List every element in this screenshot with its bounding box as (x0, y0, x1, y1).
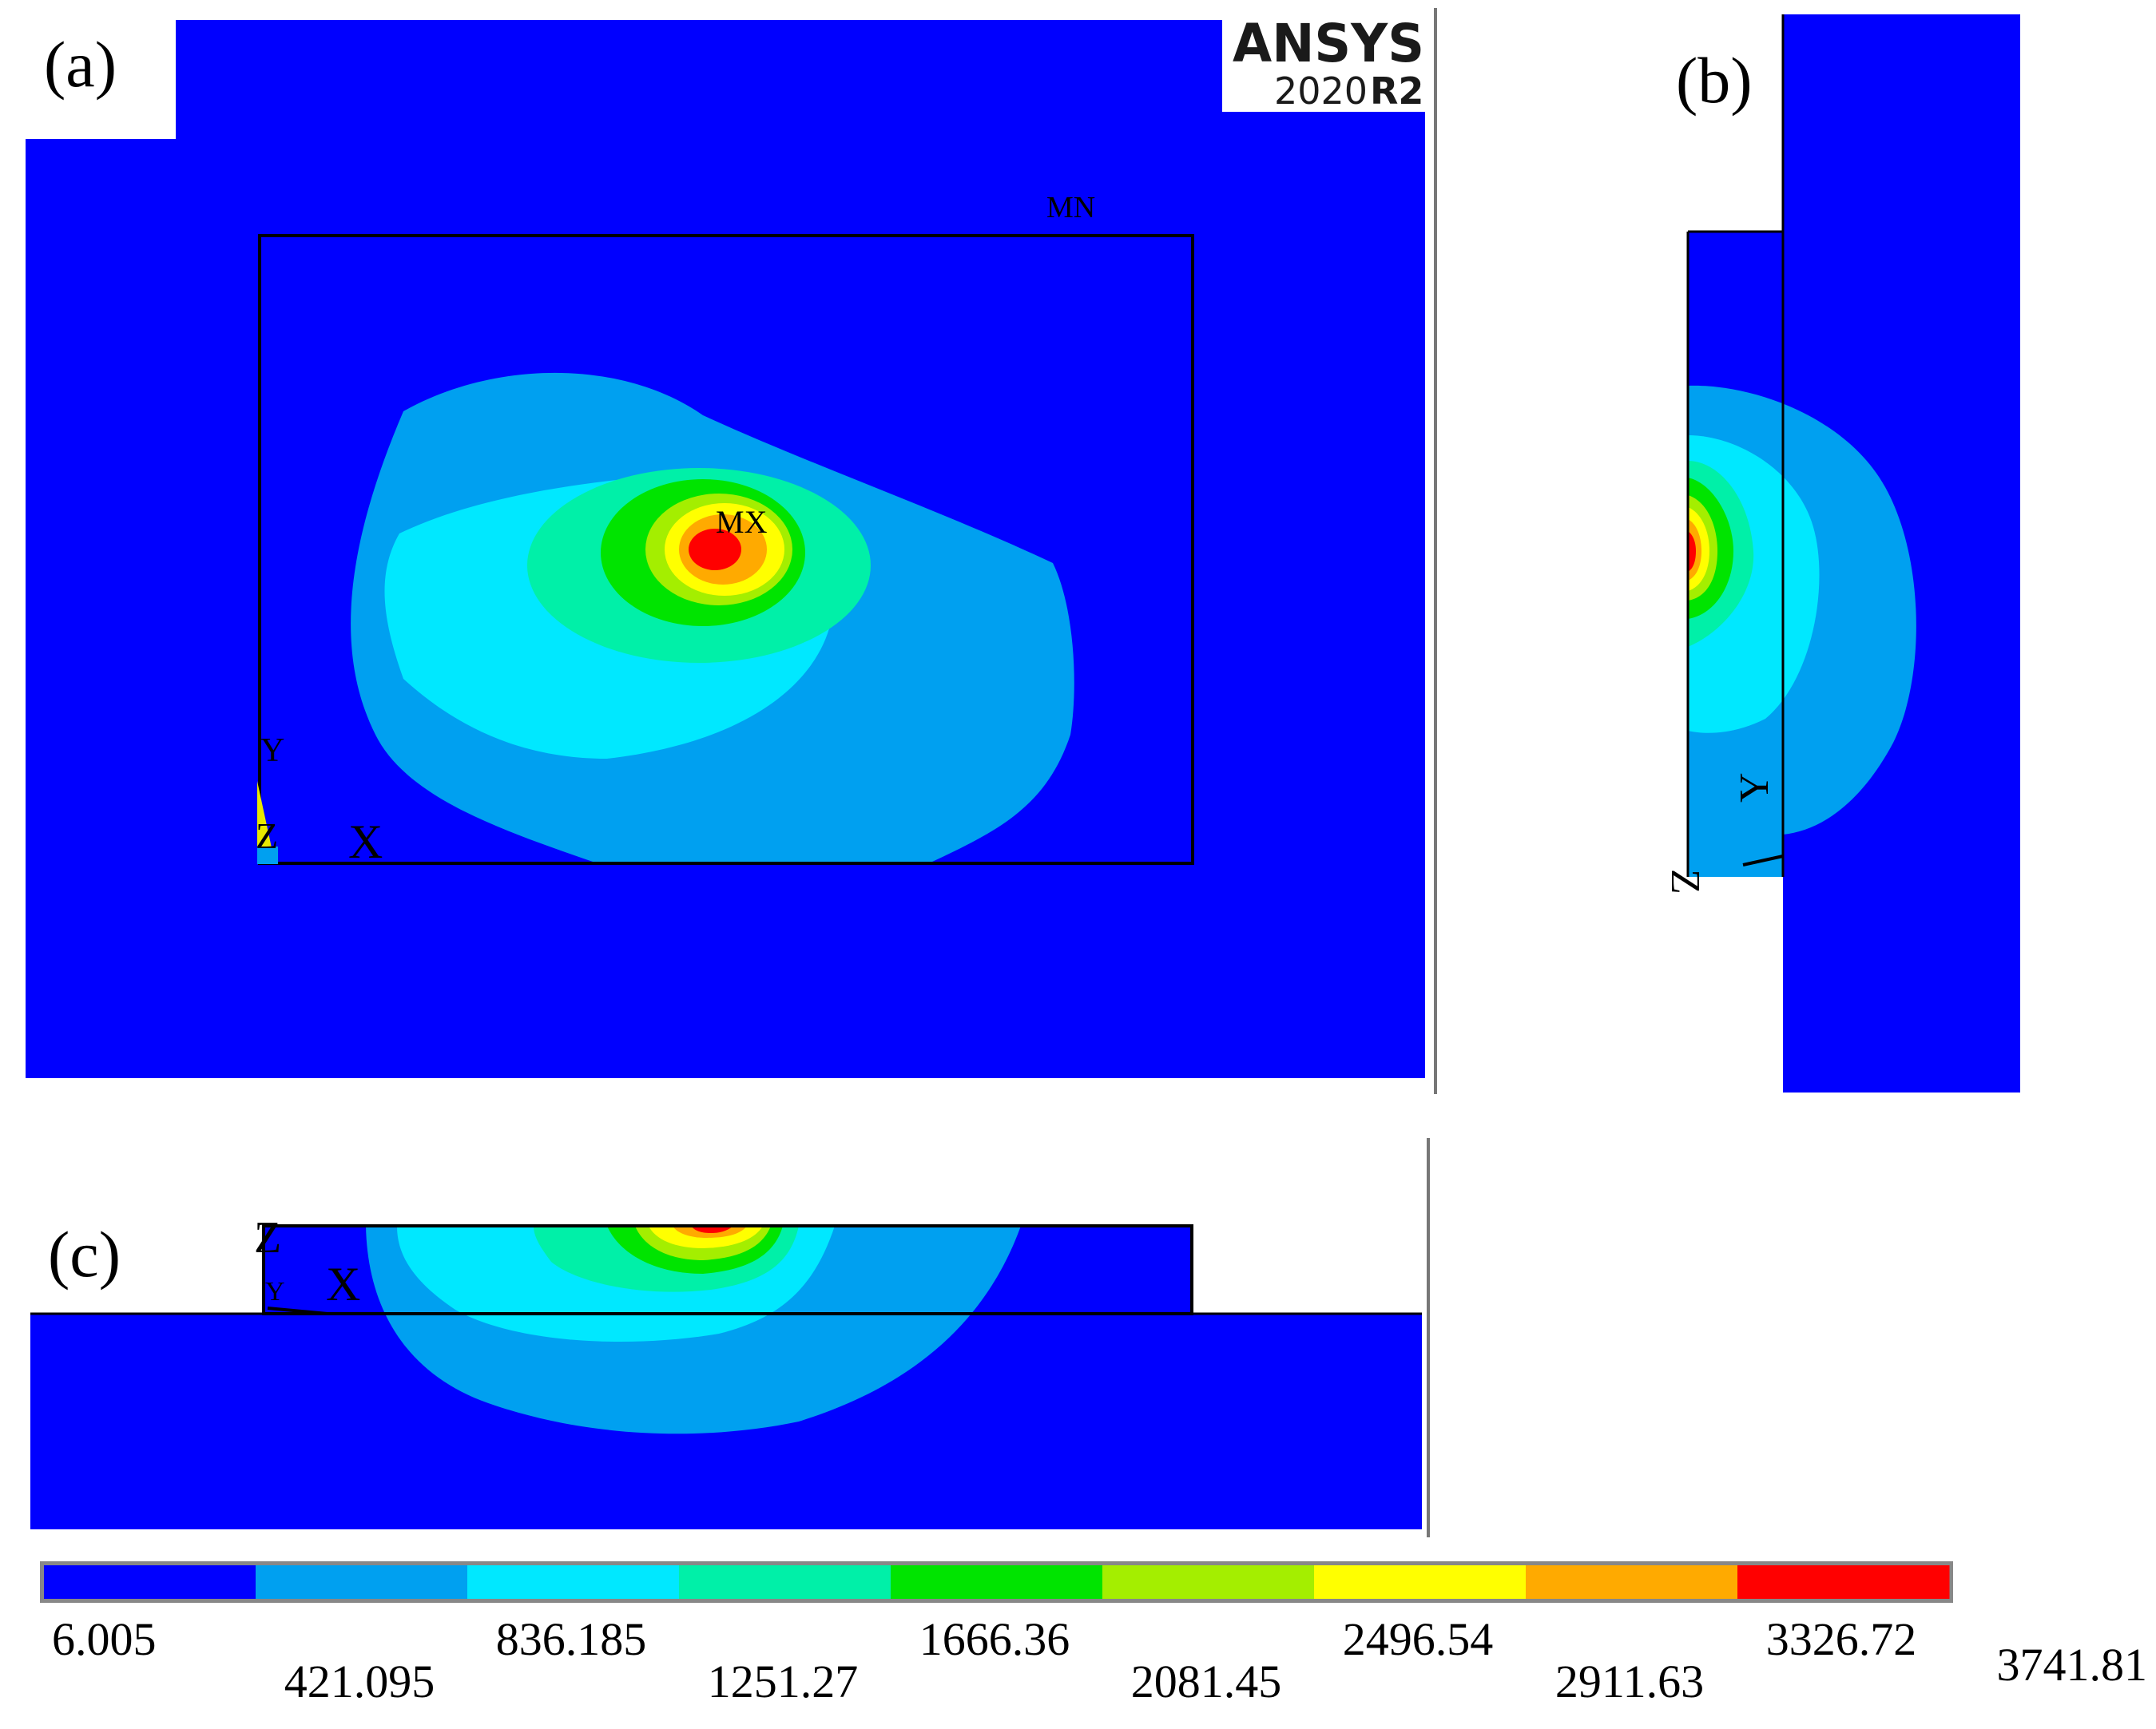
panel-a: Y Z X MN MX (a) ANSYS 2020 R2 (24, 8, 1437, 1094)
legend-swatch (1526, 1565, 1738, 1599)
max-marker: MX (716, 504, 768, 540)
bead-outline (258, 234, 1194, 865)
legend-value-label: 421.095 (284, 1656, 435, 1707)
legend-swatches (44, 1565, 1950, 1599)
panel-c-band-8 (691, 1226, 733, 1233)
legend-value-label: 2496.54 (1343, 1613, 1494, 1665)
legend-value-label: 3326.72 (1766, 1613, 1917, 1665)
ansys-release-text: R2 (1370, 69, 1423, 113)
triad-y-label: Y (260, 732, 284, 769)
legend-value-label: 2911.63 (1555, 1656, 1704, 1707)
legend: 6.005 421.095 836.185 1251.27 1666.36 2081.45… (40, 1561, 2147, 1707)
legend-value-label: 6.005 (52, 1613, 157, 1665)
panel-a-label-box (24, 18, 176, 139)
panel-b-triad-y-label: Y (1732, 772, 1777, 803)
panel-b-label: (b) (1676, 44, 1753, 117)
legend-swatch (467, 1565, 680, 1599)
legend-value-label: 3741.81 (1997, 1639, 2148, 1691)
triad-z-dot (257, 847, 278, 864)
panel-c-triad-y-label: Y (265, 1277, 285, 1307)
triad-x-label: X (348, 815, 383, 868)
panel-b-triad-x-stub (1742, 855, 1784, 866)
legend-labels: 6.005 421.095 836.185 1251.27 1666.36 2081.45… (52, 1613, 2147, 1707)
legend-swatch (256, 1565, 468, 1599)
panel-c-label: (c) (48, 1218, 121, 1291)
panel-c: Z Y X (c) (30, 1138, 1430, 1537)
legend-value-label: 1666.36 (919, 1613, 1070, 1665)
legend-value-label: 1251.27 (708, 1656, 859, 1707)
legend-swatch (44, 1565, 256, 1599)
panel-b-triad-z-label: Z (1662, 869, 1708, 894)
panel-a-label: (a) (44, 28, 117, 101)
legend-value-label: 2081.45 (1131, 1656, 1282, 1707)
legend-swatch (1314, 1565, 1527, 1599)
panel-c-triad-x-label: X (326, 1258, 360, 1311)
legend-swatch (1102, 1565, 1315, 1599)
panel-c-triad-z-label: Z (254, 1213, 281, 1263)
panel-c-triad-x-stub (267, 1307, 328, 1315)
triad-z-label: Z (256, 815, 278, 856)
legend-swatch (891, 1565, 1103, 1599)
contour-band-8 (689, 529, 741, 570)
ansys-version-text: 2020 (1274, 69, 1368, 113)
triad-y-arrow (257, 781, 275, 863)
ansys-logo-box (1222, 11, 1434, 112)
legend-swatch (1737, 1565, 1950, 1599)
ansys-logo-text: ANSYS (1233, 13, 1424, 74)
legend-value-label: 836.185 (496, 1613, 647, 1665)
panel-b: Y Z (b) (1662, 14, 2020, 1093)
panel-b-band-8 (1688, 531, 1696, 572)
min-marker: MN (1046, 191, 1095, 224)
legend-swatch (679, 1565, 891, 1599)
